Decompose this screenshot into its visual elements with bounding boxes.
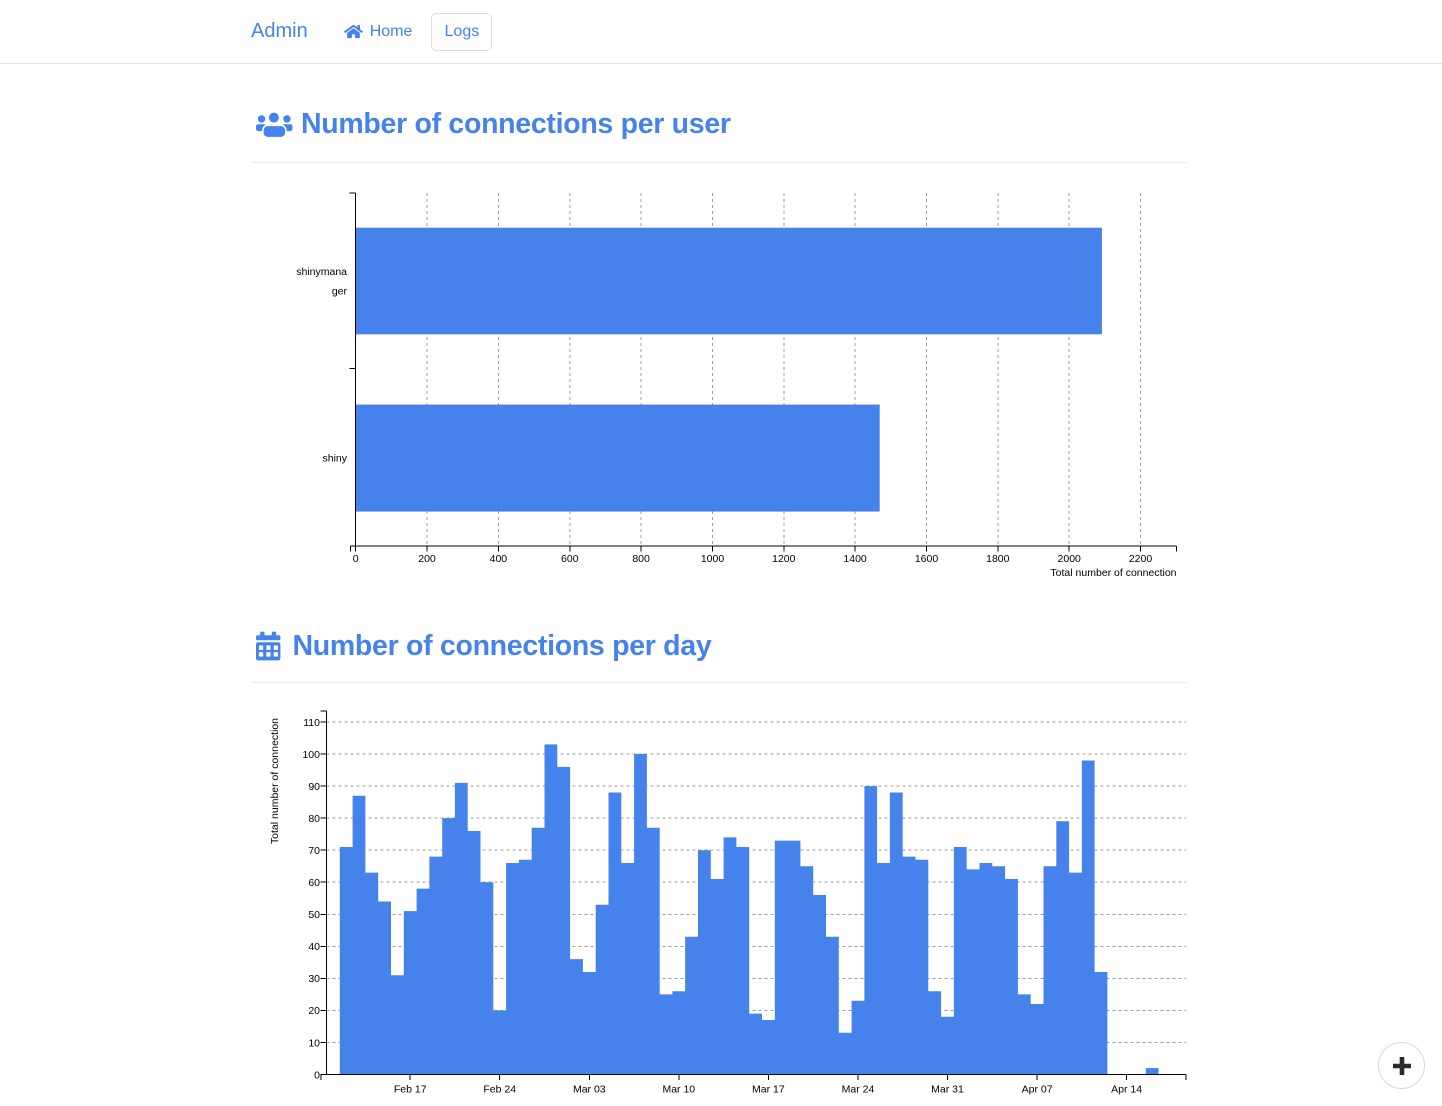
svg-text:1200: 1200: [772, 553, 796, 565]
svg-text:110: 110: [303, 717, 320, 729]
svg-text:Mar 31: Mar 31: [931, 1084, 964, 1096]
svg-text:60: 60: [308, 877, 320, 889]
svg-text:Feb 24: Feb 24: [483, 1084, 516, 1096]
svg-text:0: 0: [314, 1069, 320, 1081]
svg-text:800: 800: [632, 553, 650, 565]
svg-text:shinymana: shinymana: [296, 266, 347, 278]
svg-text:Mar 03: Mar 03: [573, 1084, 606, 1096]
svg-text:Total number of connection: Total number of connection: [269, 718, 281, 844]
svg-text:Mar 10: Mar 10: [662, 1084, 695, 1096]
svg-text:2200: 2200: [1129, 553, 1153, 565]
svg-text:1600: 1600: [915, 553, 939, 565]
svg-text:80: 80: [308, 813, 320, 825]
svg-text:Apr 07: Apr 07: [1022, 1084, 1053, 1096]
svg-text:200: 200: [418, 553, 436, 565]
svg-text:Apr 14: Apr 14: [1111, 1084, 1142, 1096]
svg-text:50: 50: [308, 909, 320, 921]
svg-text:Feb 17: Feb 17: [394, 1084, 427, 1096]
svg-text:40: 40: [308, 941, 320, 953]
svg-text:400: 400: [490, 553, 508, 565]
svg-text:shiny: shiny: [322, 452, 347, 464]
svg-text:ger: ger: [332, 286, 348, 298]
svg-text:30: 30: [308, 973, 320, 985]
svg-text:0: 0: [353, 553, 359, 565]
svg-text:600: 600: [561, 553, 579, 565]
svg-text:1800: 1800: [986, 553, 1010, 565]
svg-text:Total number of connection: Total number of connection: [1050, 567, 1176, 579]
svg-text:Mar 24: Mar 24: [842, 1084, 875, 1096]
svg-text:100: 100: [302, 749, 320, 761]
svg-text:20: 20: [308, 1005, 320, 1017]
svg-text:70: 70: [308, 845, 320, 857]
svg-text:1000: 1000: [701, 553, 725, 565]
svg-text:Mar 17: Mar 17: [752, 1084, 785, 1096]
svg-text:2000: 2000: [1058, 553, 1082, 565]
svg-text:1400: 1400: [843, 553, 867, 565]
svg-text:90: 90: [308, 781, 320, 793]
svg-text:10: 10: [308, 1037, 320, 1049]
